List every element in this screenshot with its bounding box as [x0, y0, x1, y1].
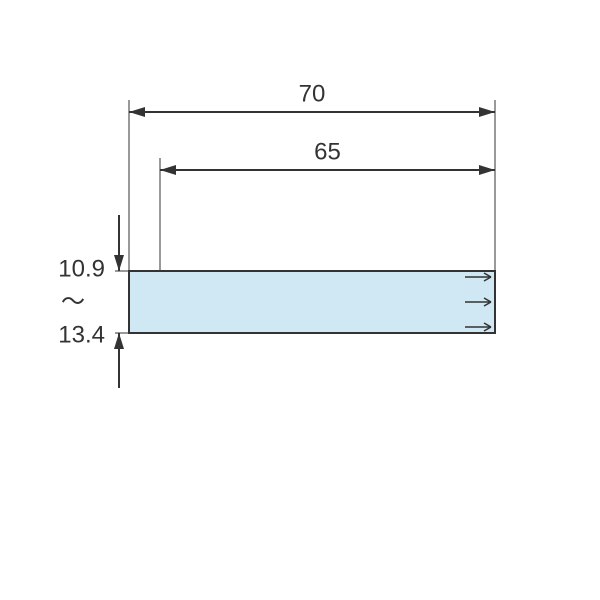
dimension-height-label-top: 10.9 [58, 256, 105, 283]
dimension-height-label-bot: 13.4 [58, 322, 105, 349]
dimension-height-label-mid: 〜 [61, 289, 85, 316]
part-body [129, 271, 495, 333]
dimension-width-inner: 65 [160, 139, 495, 272]
dimension-width-inner-label: 65 [314, 139, 341, 166]
dimension-height: 10.9 〜 13.4 [58, 215, 129, 388]
dimension-width-outer-label: 70 [299, 81, 326, 108]
dimension-width-outer: 70 [129, 81, 495, 272]
